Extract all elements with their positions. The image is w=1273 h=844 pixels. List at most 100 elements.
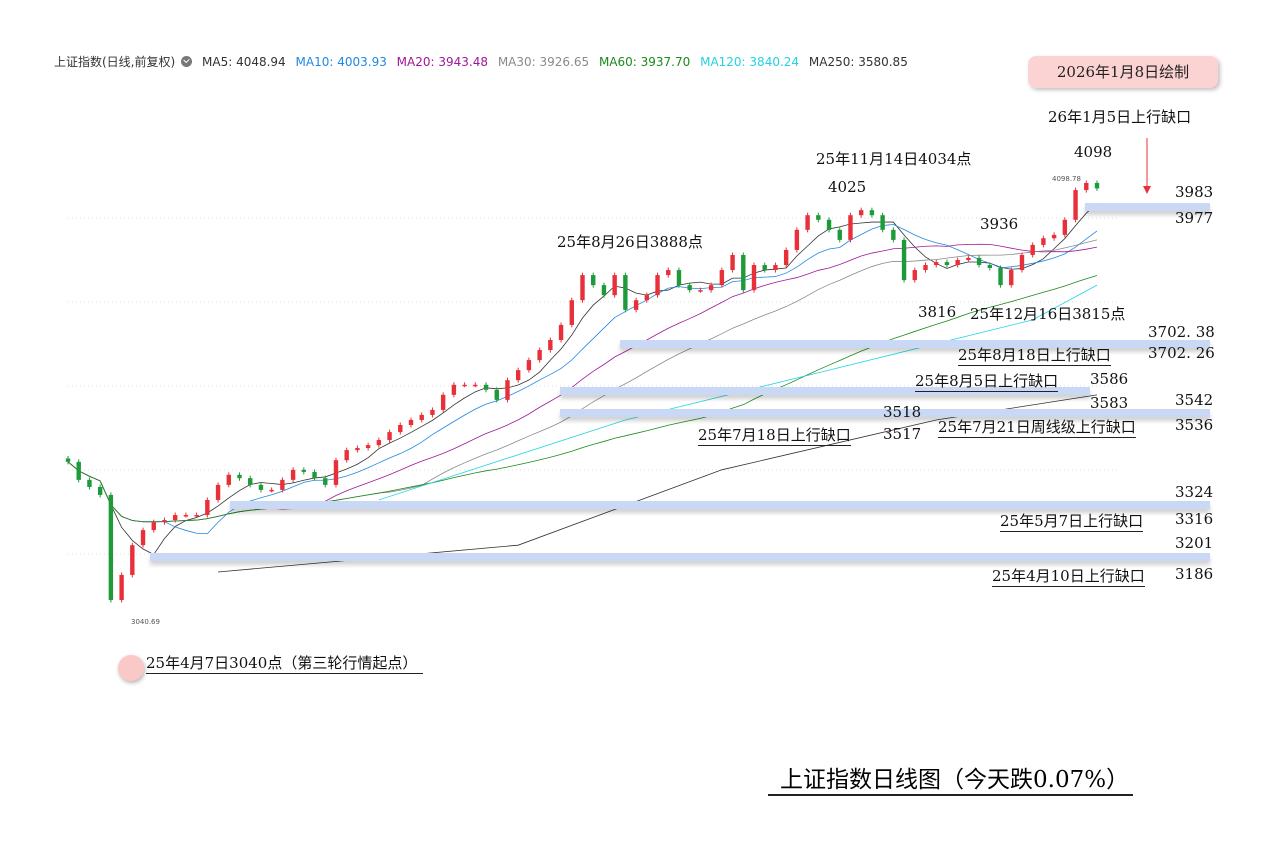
legend-ma20: MA20: 3943.48: [396, 55, 488, 69]
ann-4098-78: 4098.78: [1052, 175, 1081, 183]
candle-body: [826, 219, 832, 230]
candle-body: [108, 494, 114, 601]
gap-band-jan5: [1085, 203, 1210, 211]
candle-body: [676, 270, 682, 286]
candle-body: [934, 262, 939, 266]
candle-body: [730, 254, 735, 271]
candle-body: [355, 448, 360, 451]
legend-ma250: MA250: 3580.85: [808, 55, 908, 69]
candle-body: [301, 469, 307, 472]
candle-body: [483, 384, 489, 390]
candle-body: [162, 520, 167, 523]
candle-body: [923, 265, 928, 271]
candle-body: [783, 249, 789, 266]
candle-body: [751, 265, 757, 291]
candle-body: [451, 384, 457, 395]
chart-legend: 上证指数(日线,前复权) MA5: 4048.94 MA10: 4003.93 …: [54, 53, 914, 70]
candle-body: [687, 285, 692, 291]
ann-jul18: 25年7月18日上行缺口: [698, 426, 851, 446]
candle-body: [280, 479, 285, 490]
ann-4025: 4025: [828, 178, 867, 196]
ann-aug5: 25年8月5日上行缺口: [915, 372, 1059, 392]
candle-body: [773, 265, 778, 271]
candle-body: [205, 499, 210, 516]
candle-body: [1030, 244, 1035, 255]
candle-body: [816, 215, 821, 220]
candle-body: [226, 474, 231, 485]
legend-ma120: MA120: 3840.24: [700, 55, 800, 69]
gap-band-may7: [230, 501, 1210, 509]
candle-body: [698, 290, 703, 292]
ann-3583: 3583: [1090, 394, 1129, 412]
ann-3536: 3536: [1175, 416, 1214, 434]
candle-body: [591, 275, 596, 286]
ann-nov14: 25年11月14日4034点: [816, 150, 972, 168]
ann-4098: 4098: [1074, 143, 1113, 161]
candle-body: [644, 295, 650, 301]
candle-body: [623, 275, 628, 310]
candle-body: [194, 515, 199, 517]
gap-band-aug18: [620, 340, 1210, 348]
ann-apr7: 25年4月7日3040点（第三轮行情起点）: [146, 652, 424, 674]
ann-3702-26: 3702. 26: [1148, 344, 1215, 362]
ma60-line: [67, 275, 1098, 523]
candle-body: [130, 545, 135, 575]
candle-body: [858, 210, 864, 216]
candle-body: [558, 324, 564, 340]
candle-body: [987, 265, 993, 268]
candle-body: [462, 384, 467, 387]
candle-body: [258, 484, 264, 490]
candle-body: [569, 300, 574, 325]
candle-body: [537, 350, 542, 361]
candle-body: [944, 262, 950, 266]
ann-3518: 3518: [883, 403, 922, 421]
ann-3324: 3324: [1175, 483, 1214, 501]
index-name: 上证指数(日线,前复权): [54, 55, 176, 69]
ann-3936: 3936: [980, 215, 1019, 233]
candle-body: [1009, 270, 1014, 286]
candle-body: [794, 229, 800, 250]
ann-may7: 25年5月7日上行缺口: [1000, 512, 1144, 532]
legend-ma5: MA5: 4048.94: [202, 55, 286, 69]
candle-body: [666, 270, 671, 276]
candle-body: [1062, 219, 1068, 235]
candle-body: [172, 515, 178, 521]
candle-body: [151, 522, 156, 531]
candle-body: [601, 285, 607, 296]
ann-3316: 3316: [1175, 510, 1214, 528]
candle-body: [515, 370, 521, 381]
candle-body: [837, 229, 842, 240]
candle-body: [526, 360, 532, 371]
candle-body: [183, 515, 189, 517]
ann-3040-69: 3040.69: [131, 618, 160, 626]
check-circle-icon[interactable]: [181, 56, 193, 67]
arrow-head-icon: [1143, 186, 1151, 194]
candle-body: [1051, 234, 1057, 239]
candle-body: [1073, 190, 1078, 220]
candle-body: [741, 254, 746, 291]
ann-3186: 3186: [1175, 565, 1214, 583]
candle-body: [65, 458, 71, 462]
candle-body: [215, 484, 221, 500]
candle-body: [612, 275, 617, 296]
candle-body: [76, 461, 81, 480]
candle-body: [269, 489, 274, 492]
ann-dec16: 25年12月16日3815点: [970, 305, 1126, 323]
ann-3977: 3977: [1175, 209, 1214, 227]
candle-body: [140, 530, 146, 546]
ann-aug18: 25年8月18日上行缺口: [958, 346, 1111, 366]
ann-3517: 3517: [883, 425, 922, 443]
candle-body: [248, 478, 253, 485]
ann-3983: 3983: [1175, 183, 1214, 201]
candle-body: [290, 469, 296, 480]
ann-3702-38: 3702. 38: [1148, 323, 1215, 341]
candle-body: [1019, 254, 1025, 271]
candle-body: [1094, 182, 1100, 189]
candle-body: [880, 215, 885, 230]
ann-3586: 3586: [1090, 370, 1129, 388]
candle-body: [344, 450, 349, 461]
candle-body: [323, 478, 328, 485]
start-point-marker: [118, 655, 144, 681]
ann-3542: 3542: [1175, 391, 1214, 409]
